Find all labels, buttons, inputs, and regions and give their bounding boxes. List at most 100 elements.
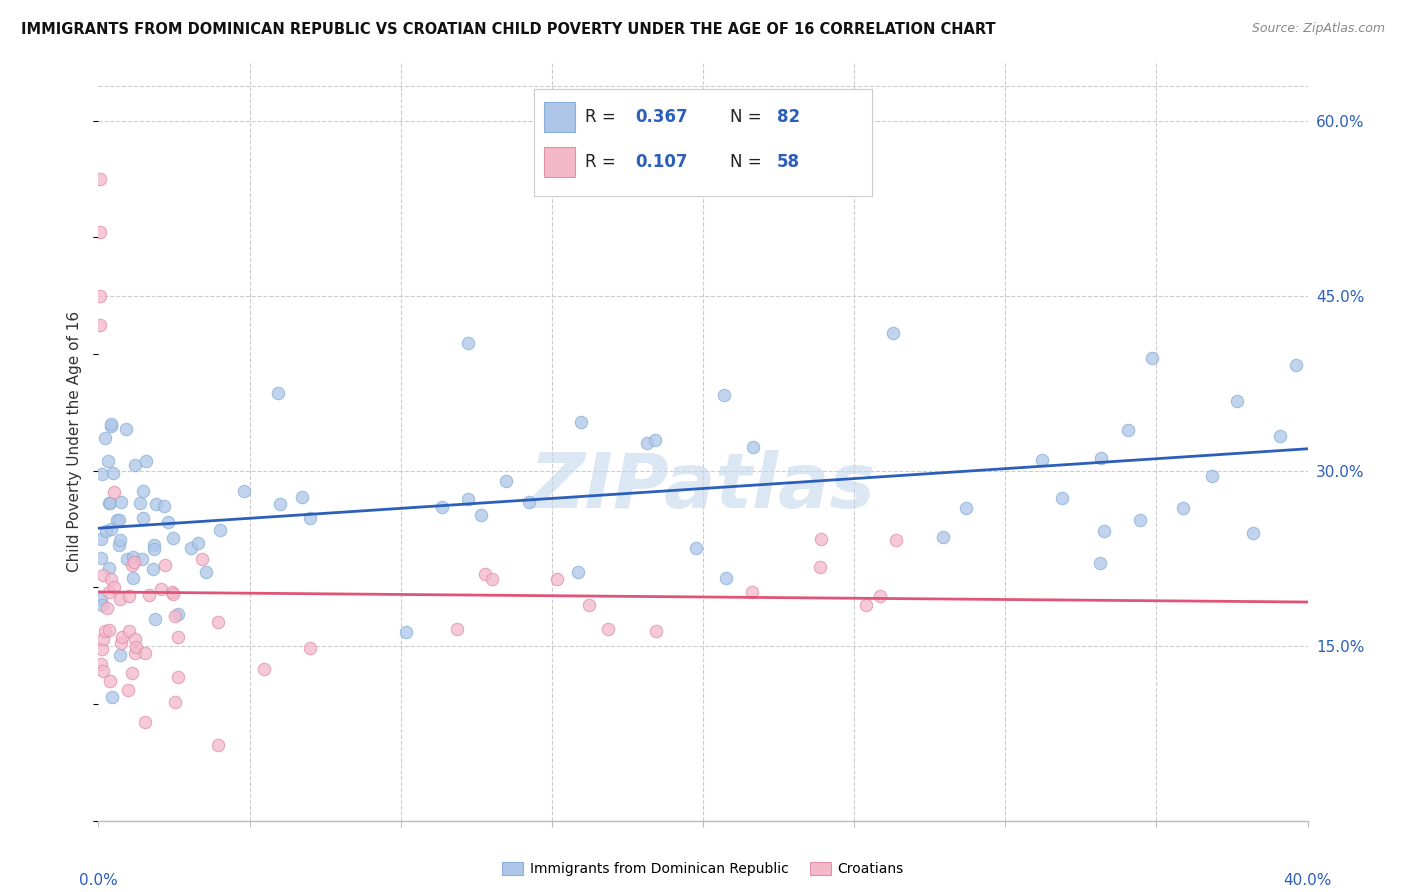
- Point: [125, 640, 148, 655]
- Bar: [544, 147, 575, 177]
- Point: [98, 584, 121, 599]
- Point: [1241, 525, 1264, 540]
- Point: [118, 590, 141, 604]
- Point: [98, 496, 121, 510]
- Point: [932, 530, 955, 544]
- Point: [457, 492, 479, 507]
- Point: [124, 458, 146, 472]
- Point: [121, 570, 143, 584]
- Point: [100, 522, 122, 536]
- Point: [142, 538, 165, 552]
- Bar: [544, 102, 575, 132]
- Point: [165, 608, 187, 623]
- Point: [121, 558, 143, 573]
- Point: [103, 485, 125, 500]
- Point: [1031, 452, 1053, 467]
- Point: [430, 500, 453, 514]
- Point: [207, 615, 229, 629]
- Point: [714, 571, 737, 585]
- Text: 82: 82: [778, 108, 800, 126]
- Point: [149, 582, 172, 596]
- Point: [124, 646, 146, 660]
- Point: [143, 542, 166, 557]
- Point: [108, 513, 131, 527]
- Point: [1092, 524, 1115, 539]
- Point: [299, 640, 322, 655]
- Point: [93, 431, 115, 445]
- Point: [446, 622, 468, 636]
- Point: [886, 533, 908, 548]
- Point: [855, 599, 877, 613]
- Text: R =: R =: [585, 153, 621, 171]
- Point: [636, 435, 658, 450]
- Point: [1142, 351, 1164, 365]
- Point: [132, 511, 155, 525]
- Point: [569, 415, 592, 429]
- Point: [91, 632, 114, 646]
- Point: [470, 508, 492, 522]
- Point: [578, 598, 600, 612]
- Point: [98, 674, 121, 689]
- Point: [808, 560, 831, 574]
- Point: [517, 494, 540, 508]
- Point: [124, 632, 146, 647]
- Text: 40.0%: 40.0%: [1284, 873, 1331, 888]
- Point: [457, 335, 479, 350]
- Point: [495, 474, 517, 488]
- Point: [644, 624, 666, 638]
- Point: [145, 497, 167, 511]
- Point: [162, 587, 184, 601]
- Point: [157, 515, 180, 529]
- Point: [395, 625, 418, 640]
- Point: [100, 572, 122, 586]
- Point: [91, 467, 114, 481]
- Point: [162, 531, 184, 545]
- Point: [89, 318, 111, 332]
- Point: [117, 682, 139, 697]
- Text: 0.0%: 0.0%: [79, 873, 118, 888]
- Point: [115, 422, 138, 436]
- Point: [869, 589, 891, 603]
- Point: [143, 612, 166, 626]
- Point: [1173, 501, 1195, 516]
- Text: 58: 58: [778, 153, 800, 171]
- Point: [91, 664, 114, 678]
- Point: [132, 483, 155, 498]
- Point: [105, 513, 128, 527]
- Point: [153, 558, 176, 572]
- Point: [741, 585, 763, 599]
- Point: [98, 624, 121, 638]
- Point: [138, 588, 160, 602]
- Point: [96, 524, 118, 539]
- Point: [101, 466, 124, 480]
- Point: [97, 561, 120, 575]
- Point: [232, 484, 254, 499]
- Point: [267, 385, 290, 400]
- Point: [1268, 429, 1291, 443]
- Point: [167, 607, 190, 621]
- Point: [131, 551, 153, 566]
- Point: [187, 536, 209, 550]
- Point: [269, 497, 291, 511]
- Point: [91, 568, 114, 582]
- Point: [90, 551, 112, 566]
- Point: [474, 567, 496, 582]
- Point: [94, 624, 117, 638]
- Y-axis label: Child Poverty Under the Age of 16: Child Poverty Under the Age of 16: [67, 311, 83, 572]
- Point: [1129, 513, 1152, 527]
- Point: [142, 562, 165, 576]
- Point: [122, 550, 145, 565]
- Point: [108, 592, 131, 607]
- Point: [134, 714, 156, 729]
- Point: [163, 695, 186, 709]
- Point: [882, 326, 904, 341]
- Point: [191, 551, 214, 566]
- Point: [128, 496, 150, 510]
- Point: [118, 624, 141, 639]
- Point: [208, 523, 231, 537]
- Text: ZIPatlas: ZIPatlas: [530, 450, 876, 524]
- Point: [91, 641, 114, 656]
- Point: [1116, 423, 1139, 437]
- Text: 0.107: 0.107: [636, 153, 688, 171]
- Point: [1088, 557, 1111, 571]
